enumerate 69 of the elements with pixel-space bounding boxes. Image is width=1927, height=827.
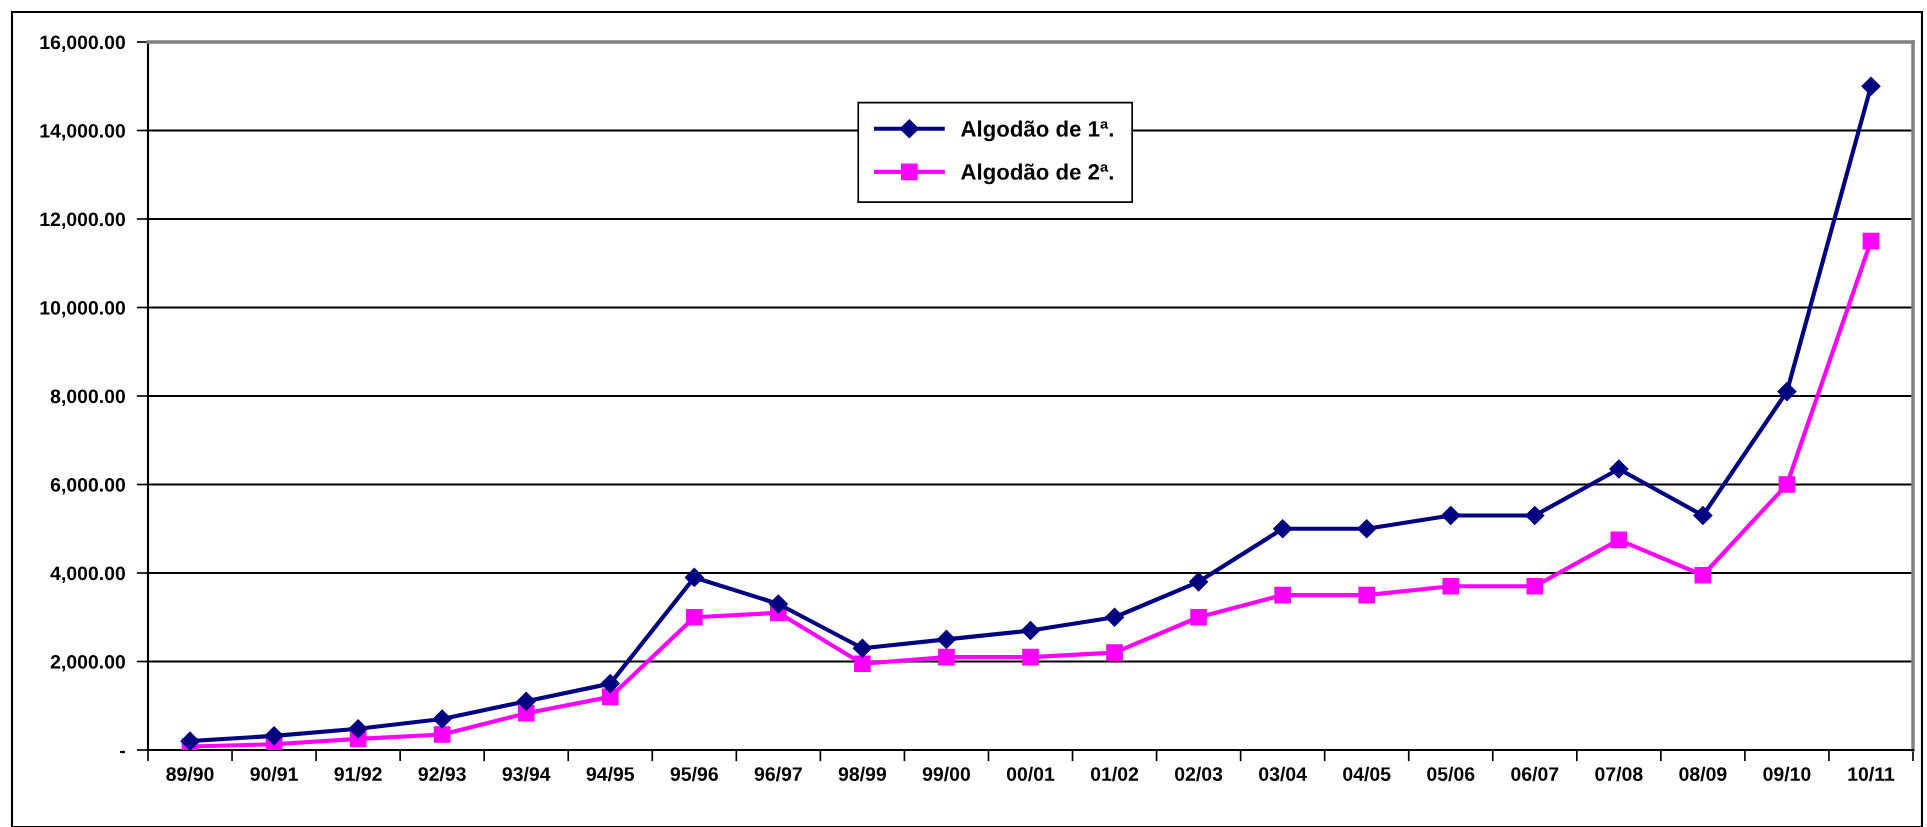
point <box>433 726 451 743</box>
point <box>1693 505 1713 526</box>
x-tick-label: 93/94 <box>502 766 551 782</box>
point <box>1189 572 1209 592</box>
point <box>1022 648 1039 666</box>
legend-label: Algodão de 1ª. <box>961 120 1113 142</box>
x-tick-label: 03/04 <box>1259 766 1307 782</box>
x-tick-label: 92/93 <box>418 766 466 782</box>
point <box>938 648 955 666</box>
y-tick-label: 2,000.00 <box>50 654 125 672</box>
x-tick-label: 09/10 <box>1763 766 1811 782</box>
y-tick-label: 14,000.00 <box>40 123 125 141</box>
point <box>432 709 452 729</box>
point <box>600 674 620 694</box>
point <box>516 691 536 711</box>
point <box>1105 607 1125 627</box>
point <box>1526 577 1544 595</box>
x-tick-label: 91/92 <box>334 766 382 782</box>
x-tick-label: 04/05 <box>1343 766 1391 782</box>
point <box>852 638 872 658</box>
point <box>1609 459 1629 479</box>
x-tick-label: 96/97 <box>754 766 802 782</box>
point <box>1274 586 1291 604</box>
point <box>1610 531 1628 549</box>
point <box>1777 382 1797 402</box>
x-tick-label: 90/91 <box>250 766 298 782</box>
y-tick-label: 6,000.00 <box>50 477 125 495</box>
point <box>1525 505 1545 526</box>
x-tick-label: 95/96 <box>670 766 718 782</box>
y-tick-label: - <box>120 750 125 754</box>
x-tick-label: 06/07 <box>1511 766 1559 782</box>
point <box>601 688 619 706</box>
x-tick-label: 07/08 <box>1595 766 1643 782</box>
point <box>1273 519 1293 539</box>
x-tick-label: 01/02 <box>1090 766 1139 782</box>
point <box>854 655 871 673</box>
y-tick-label: 16,000.00 <box>40 35 125 53</box>
point <box>1861 76 1881 96</box>
point <box>1441 505 1461 526</box>
x-tick-label: 99/00 <box>922 766 970 782</box>
point <box>684 567 704 587</box>
x-tick-label: 08/09 <box>1679 766 1727 782</box>
y-tick-label: 4,000.00 <box>50 566 125 584</box>
x-tick-label: 89/90 <box>166 766 214 782</box>
point <box>1694 566 1712 584</box>
point <box>1020 620 1041 641</box>
x-tick-label: 05/06 <box>1427 766 1475 782</box>
y-tick-label: 10,000.00 <box>40 300 125 318</box>
point <box>1190 608 1207 626</box>
x-tick-label: 02/03 <box>1175 766 1223 782</box>
point <box>1862 232 1880 250</box>
point <box>1357 519 1377 539</box>
point <box>348 719 368 739</box>
y-tick-label: 12,000.00 <box>40 212 125 230</box>
legend-label: Algodão de 2ª. <box>961 163 1113 185</box>
x-tick-label: 94/95 <box>586 766 635 782</box>
point <box>768 594 788 614</box>
point <box>685 608 703 626</box>
point <box>1358 586 1376 604</box>
point <box>180 731 200 750</box>
x-tick-label: 00/01 <box>1006 766 1055 782</box>
point <box>264 726 284 746</box>
point <box>936 629 956 649</box>
point <box>1778 476 1796 493</box>
x-tick-label: 10/11 <box>1848 766 1895 782</box>
y-tick-label: 8,000.00 <box>50 389 125 407</box>
point <box>1442 577 1460 595</box>
point <box>1106 644 1123 661</box>
x-tick-label: 98/99 <box>838 766 887 782</box>
